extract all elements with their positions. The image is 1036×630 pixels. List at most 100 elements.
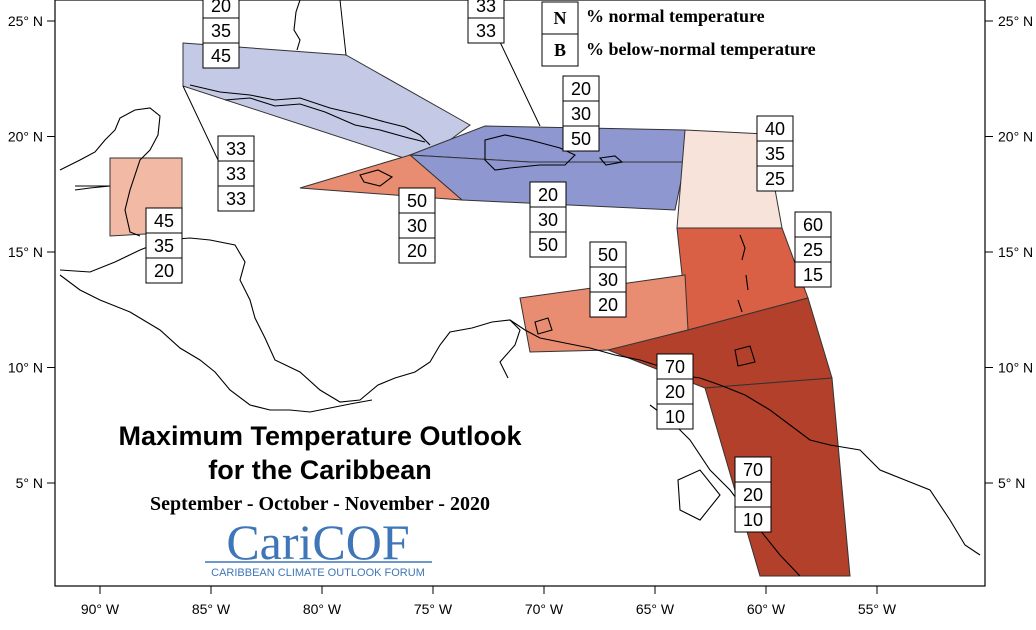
prob-value-guianas: 10 xyxy=(743,510,763,530)
prob-value-hispaniola-south: 30 xyxy=(538,210,558,230)
longitude-ticks: 90° W 85° W 80° W 75° W 70° W 65° W 60° W 55° W xyxy=(81,586,897,617)
prob-value-leeward-islands: 25 xyxy=(765,169,785,189)
lon-tick-label: 55° W xyxy=(858,601,897,617)
lat-tick-label: 10° N xyxy=(8,360,43,376)
prob-value-windward-islands: 60 xyxy=(803,215,823,235)
legend-label-n: % normal temperature xyxy=(586,6,765,26)
prob-box-guianas xyxy=(734,506,772,533)
lat-tick-label: 15° N xyxy=(8,244,43,260)
prob-box-leeward-islands xyxy=(756,165,794,192)
prob-value-hispaniola-north: 20 xyxy=(571,79,591,99)
prob-value-jamaica: 50 xyxy=(407,191,427,211)
prob-value-trinidad: 20 xyxy=(665,382,685,402)
prob-box-hispaniola-north xyxy=(562,75,600,102)
prob-box-hispaniola-south xyxy=(529,206,567,233)
prob-box-windward-islands xyxy=(794,236,832,263)
prob-value-belize: 35 xyxy=(154,236,174,256)
prob-value-bahamas-cuba: 35 xyxy=(211,21,231,41)
prob-value-cayman: 33 xyxy=(226,164,246,184)
prob-box-hispaniola-north xyxy=(562,125,600,152)
prob-value-trinidad: 10 xyxy=(665,407,685,427)
prob-value-bahamas-cuba: 45 xyxy=(211,46,231,66)
probability-boxes: 20 35 45 33 33 20 30 50 20 30 50 33 33 33 50 30 20 45 35 20… xyxy=(145,0,832,533)
prob-value-belize: 45 xyxy=(154,211,174,231)
latitude-ticks-left: 25° N 20° N 15° N 10° N 5° N xyxy=(8,13,55,491)
prob-value-belize: 20 xyxy=(154,261,174,281)
prob-box-belize xyxy=(145,207,183,234)
prob-box-cayman xyxy=(217,185,255,212)
lat-tick-label: 20° N xyxy=(998,129,1033,145)
prob-box-hispaniola-north xyxy=(562,100,600,127)
lon-tick-label: 85° W xyxy=(192,601,231,617)
prob-box-leeward-islands xyxy=(756,140,794,167)
prob-value-hispaniola-north: 30 xyxy=(571,104,591,124)
prob-box-hispaniola-south xyxy=(529,231,567,258)
prob-box-belize xyxy=(145,257,183,284)
lon-tick-label: 60° W xyxy=(747,601,786,617)
lat-tick-label: 5° N xyxy=(16,475,43,491)
prob-box-trinidad xyxy=(656,378,694,405)
lon-tick-label: 75° W xyxy=(414,601,453,617)
prob-box-cayman xyxy=(217,160,255,187)
legend-box-b xyxy=(541,33,579,67)
prob-value-leeward-islands: 35 xyxy=(765,144,785,164)
prob-value-guianas: 70 xyxy=(743,460,763,480)
prob-value-turks-caicos: 33 xyxy=(476,0,496,16)
prob-value-cayman: 33 xyxy=(226,189,246,209)
caricof-logo-tagline: CARIBBEAN CLIMATE OUTLOOK FORUM xyxy=(211,567,425,579)
prob-box-trinidad xyxy=(656,353,694,380)
latitude-ticks-right: 25° N 20° N 15° N 10° N 5° N xyxy=(985,13,1033,491)
prob-value-abc-islands: 50 xyxy=(598,245,618,265)
coastlines xyxy=(59,0,981,577)
prob-value-guianas: 20 xyxy=(743,485,763,505)
lon-tick-label: 65° W xyxy=(636,601,675,617)
lon-tick-label: 80° W xyxy=(303,601,342,617)
legend-letter-b: B xyxy=(554,40,566,60)
map-frame xyxy=(54,0,986,587)
prob-value-leeward-islands: 40 xyxy=(765,119,785,139)
legend-letter-n: N xyxy=(554,8,567,28)
prob-value-jamaica: 30 xyxy=(407,216,427,236)
prob-box-guianas xyxy=(734,456,772,483)
prob-value-abc-islands: 20 xyxy=(598,295,618,315)
prob-box-windward-islands xyxy=(794,211,832,238)
map-title-line1: Maximum Temperature Outlook xyxy=(118,421,522,451)
prob-value-jamaica: 20 xyxy=(407,241,427,261)
prob-box-windward-islands xyxy=(794,261,832,288)
prob-box-abc-islands xyxy=(589,241,627,268)
prob-value-windward-islands: 15 xyxy=(803,265,823,285)
lat-tick-label: 15° N xyxy=(998,244,1033,260)
lat-tick-label: 20° N xyxy=(8,129,43,145)
prob-value-hispaniola-north: 50 xyxy=(571,129,591,149)
lon-tick-label: 70° W xyxy=(525,601,564,617)
map-period: September - October - November - 2020 xyxy=(150,493,490,515)
prob-value-turks-caicos: 33 xyxy=(476,21,496,41)
leader-lines xyxy=(75,0,541,187)
prob-value-abc-islands: 30 xyxy=(598,270,618,290)
prob-value-cayman: 33 xyxy=(226,139,246,159)
lat-tick-label: 25° N xyxy=(998,13,1033,29)
prob-box-bahamas-cuba xyxy=(202,17,240,44)
prob-value-hispaniola-south: 20 xyxy=(538,185,558,205)
map-title-line2: for the Caribbean xyxy=(208,455,432,485)
prob-value-windward-islands: 25 xyxy=(803,240,823,260)
prob-value-trinidad: 70 xyxy=(665,357,685,377)
caricof-logo-wordmark: CariCOF xyxy=(226,514,409,570)
region-guianas xyxy=(704,377,851,577)
legend: N % normal temperature B % below-normal … xyxy=(541,1,816,67)
lat-tick-label: 5° N xyxy=(998,475,1025,491)
prob-box-abc-islands xyxy=(589,291,627,318)
prob-box-trinidad xyxy=(656,403,694,430)
prob-box-turks-caicos xyxy=(467,17,505,44)
prob-value-hispaniola-south: 50 xyxy=(538,235,558,255)
lat-tick-label: 25° N xyxy=(8,13,43,29)
prob-box-jamaica xyxy=(398,237,436,264)
prob-box-bahamas-cuba xyxy=(202,42,240,69)
lat-tick-label: 10° N xyxy=(998,360,1033,376)
legend-label-b: % below-normal temperature xyxy=(586,39,816,59)
caricof-logo: CariCOF CARIBBEAN CLIMATE OUTLOOK FORUM xyxy=(205,514,432,579)
prob-value-bahamas-cuba: 20 xyxy=(211,0,231,16)
prob-box-abc-islands xyxy=(589,266,627,293)
lon-tick-label: 90° W xyxy=(81,601,120,617)
